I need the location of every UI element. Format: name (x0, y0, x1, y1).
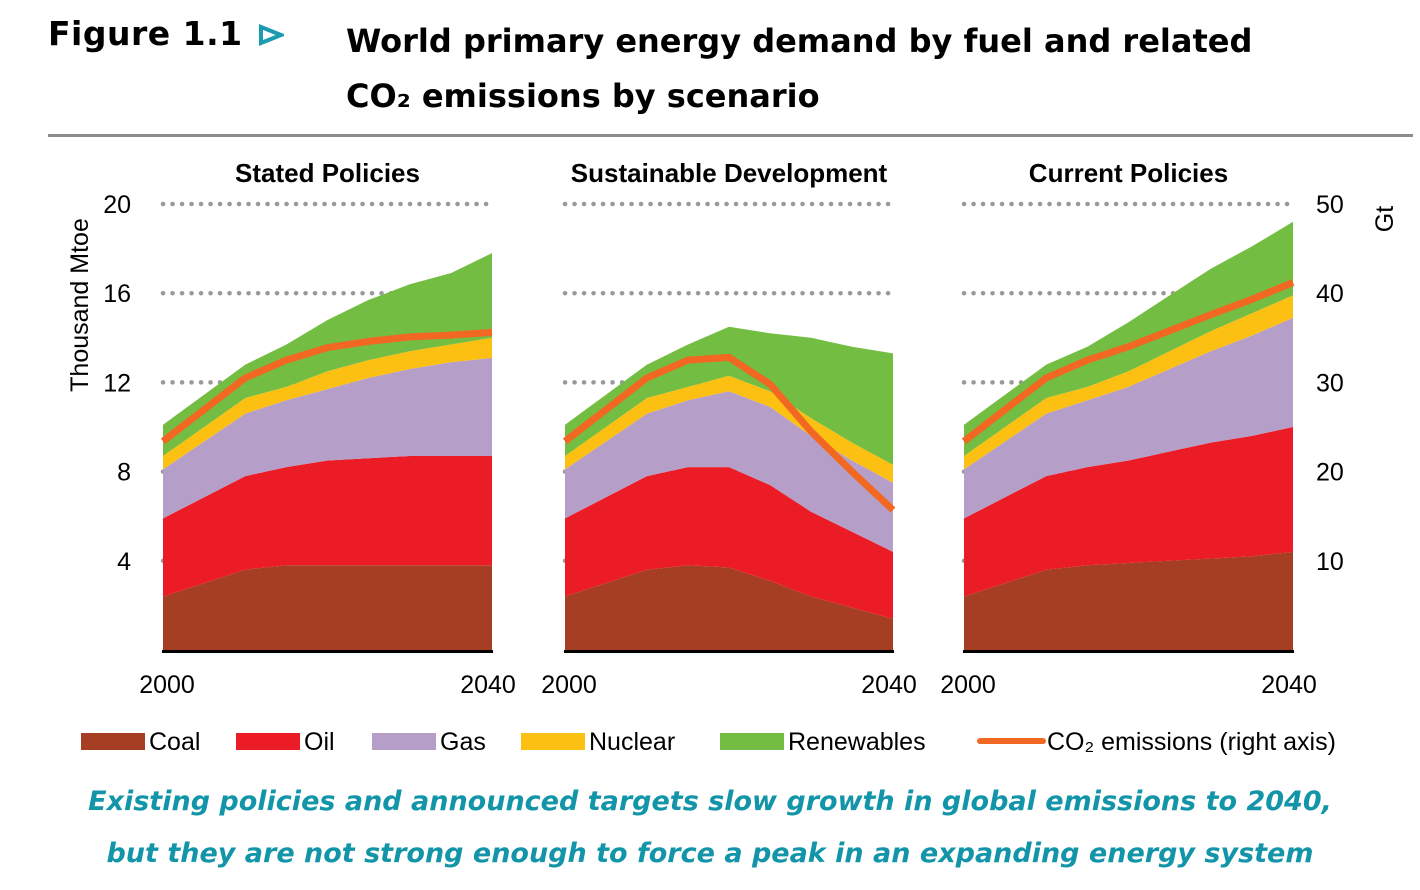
y-right-tick-label: 20 (1316, 459, 1344, 487)
triangle-right-icon (259, 24, 284, 46)
panel-title: Current Policies (1029, 158, 1228, 188)
y-tick-label: 20 (103, 191, 131, 219)
figure-title-line2: CO₂ emissions by scenario (346, 77, 820, 115)
figure-title-line1: World primary energy demand by fuel and … (346, 22, 1253, 60)
area-renewables (565, 326, 893, 465)
legend-swatch-coal (81, 733, 145, 750)
line-co2 (160, 328, 493, 445)
x-tick-label: 2000 (940, 671, 996, 699)
legend-swatch-renewables (720, 733, 784, 750)
area-coal (565, 565, 893, 650)
area-coal (163, 565, 492, 650)
caption-line1: Existing policies and announced targets … (88, 786, 1332, 817)
legend-swatch-nuclear (521, 733, 585, 750)
legend-swatch-gas (372, 733, 436, 750)
panel-title: Sustainable Development (571, 158, 888, 188)
line-co2 (562, 353, 896, 513)
area-nuclear (163, 337, 492, 470)
y-right-axis-label: Gt (1371, 206, 1399, 232)
legend-label-renewables: Renewables (788, 728, 926, 756)
legend-label-coal: Coal (149, 728, 200, 756)
y-right-tick-label: 40 (1316, 280, 1344, 308)
figure-label: Figure 1.1 (48, 14, 243, 53)
y-right-tick-label: 50 (1316, 191, 1344, 219)
x-tick-label: 2040 (1261, 671, 1317, 699)
caption-line2: but they are not strong enough to force … (106, 838, 1314, 869)
figure-title: World primary energy demand by fuel and … (346, 14, 1252, 124)
area-coal (964, 551, 1293, 650)
area-renewables (163, 253, 492, 456)
x-tick-label: 2040 (861, 671, 917, 699)
area-nuclear (964, 295, 1293, 470)
y-tick-label: 4 (117, 548, 131, 576)
x-tick-label: 2000 (541, 671, 597, 699)
area-gas (565, 391, 893, 552)
y-right-tick-label: 30 (1316, 369, 1344, 397)
y-right-tick-label: 10 (1316, 548, 1344, 576)
y-axis-label: Thousand Mtoe (66, 218, 94, 392)
panel-title: Stated Policies (235, 158, 420, 188)
title-divider (48, 134, 1413, 137)
legend-label-oil: Oil (304, 728, 335, 756)
x-tick-label: 2000 (139, 671, 195, 699)
area-gas (964, 317, 1293, 519)
area-nuclear (565, 375, 893, 483)
area-oil (964, 427, 1293, 597)
y-tick-label: 8 (117, 459, 131, 487)
area-oil (163, 456, 492, 597)
area-renewables (964, 221, 1293, 456)
legend-label-gas: Gas (440, 728, 486, 756)
y-tick-label: 16 (103, 280, 131, 308)
x-tick-label: 2040 (460, 671, 516, 699)
y-tick-label: 12 (103, 369, 131, 397)
area-oil (565, 467, 893, 619)
legend-label-co2: CO₂ emissions (right axis) (1047, 728, 1336, 756)
legend-label-nuclear: Nuclear (589, 728, 675, 756)
area-gas (163, 357, 492, 519)
legend-swatch-oil (236, 733, 300, 750)
line-co2 (961, 279, 1295, 445)
